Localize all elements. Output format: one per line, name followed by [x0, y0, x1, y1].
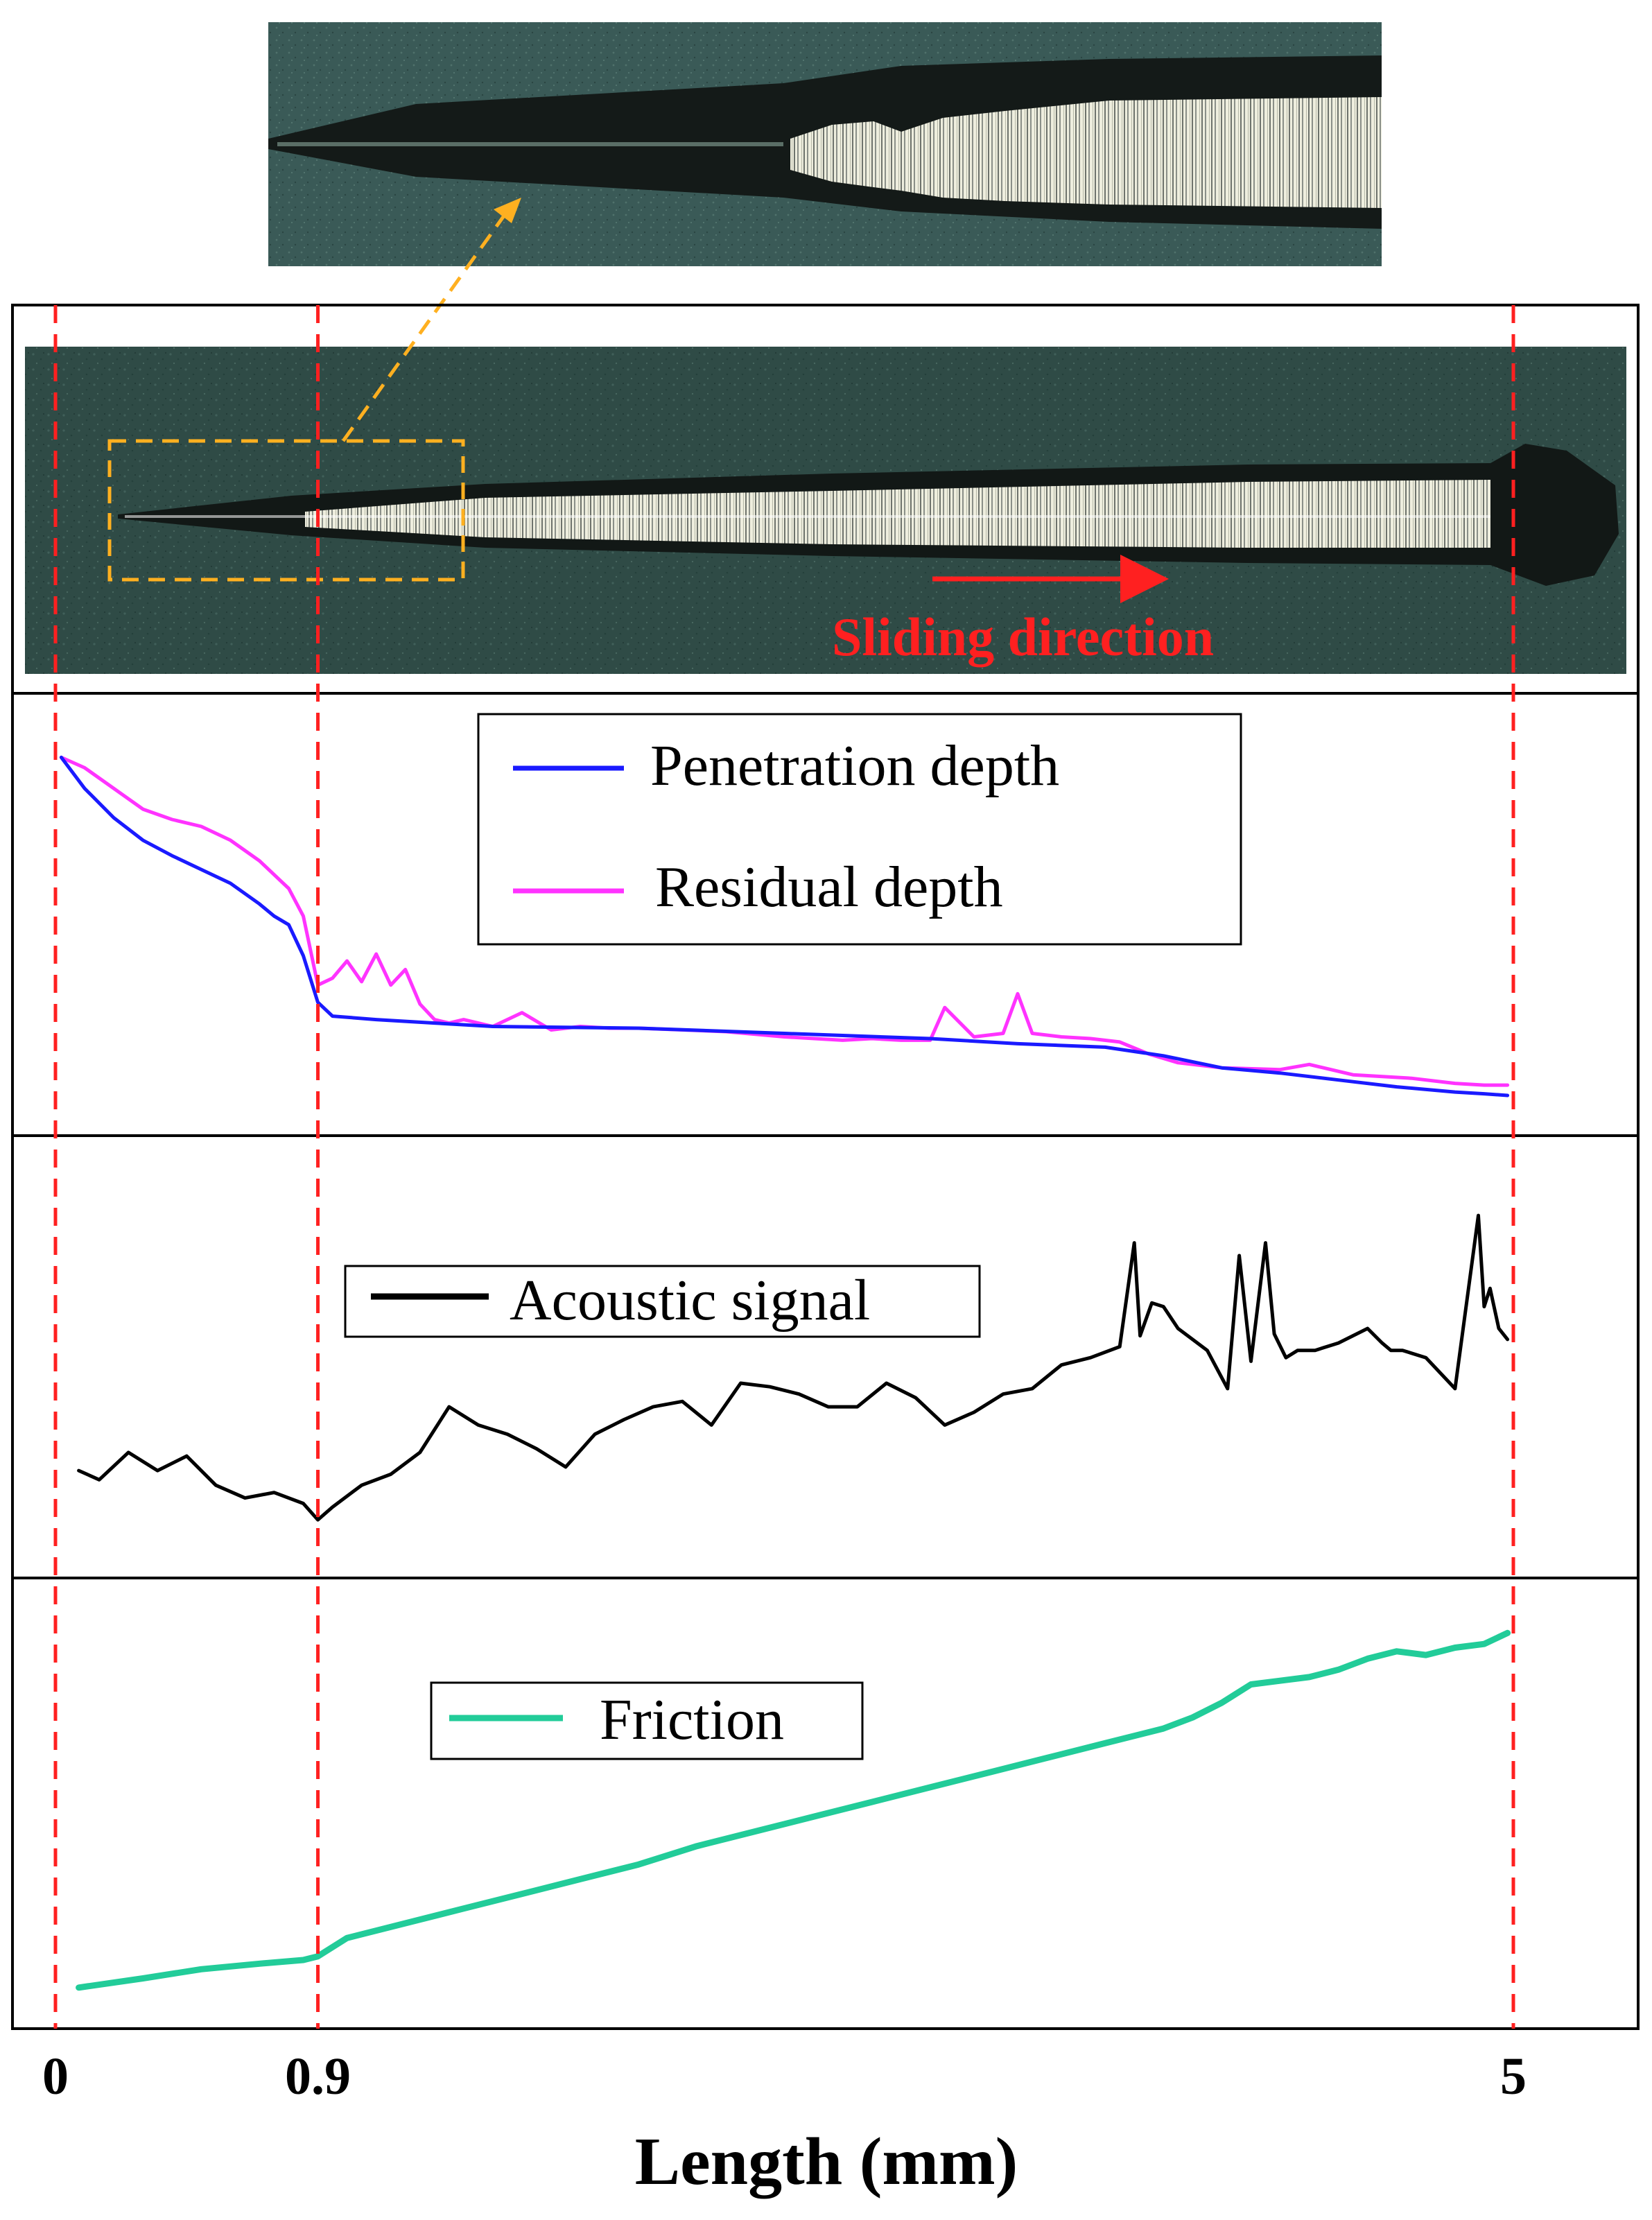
zoom-micrograph [268, 22, 1382, 266]
vertical-guides [53, 305, 1515, 2029]
scratch-micrograph [25, 347, 1626, 674]
x-tick-labels: 0 0.9 5 [42, 2047, 1527, 2106]
x-tick-label-0: 0 [42, 2047, 69, 2106]
x-tick-label-1: 0.9 [285, 2047, 351, 2106]
acoustic-legend: Acoustic signal [344, 1265, 981, 1338]
sliding-direction-label: Sliding direction [832, 607, 1214, 667]
legend-penetration-label: Penetration depth [650, 734, 1059, 798]
acoustic-plot [77, 1213, 1510, 1522]
depth-plot [59, 755, 1510, 1098]
legend-friction-label: Friction [600, 1688, 784, 1752]
legend-acoustic-label: Acoustic signal [510, 1268, 870, 1333]
zoom-connector-line [341, 207, 512, 442]
friction-legend: Friction [430, 1681, 864, 1760]
acoustic-signal-line [77, 1213, 1510, 1522]
x-axis-label: Length (mm) [635, 2124, 1018, 2199]
zoom-region-box [107, 439, 465, 582]
friction-panel-frame [11, 1577, 1640, 2030]
friction-plot [76, 1629, 1511, 1991]
zoom-connector-arrowhead [494, 198, 521, 223]
x-tick-label-2: 5 [1500, 2047, 1527, 2106]
depth-legend: Penetration depth Residual depth [477, 713, 1242, 946]
penetration-depth-line [59, 755, 1510, 1098]
acoustic-panel-frame [11, 1134, 1640, 1579]
legend-residual-label: Residual depth [655, 855, 1003, 919]
friction-line [76, 1629, 1511, 1991]
